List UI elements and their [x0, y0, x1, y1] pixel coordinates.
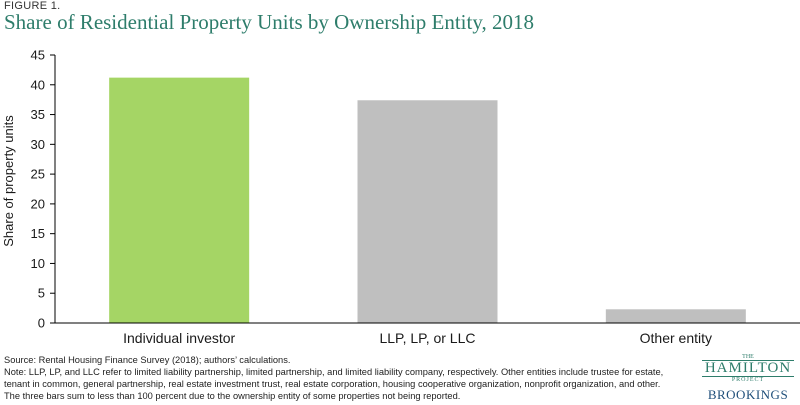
hamilton-brookings-logo: THE HAMILTON PROJECT BROOKINGS	[698, 354, 798, 403]
y-tick-label: 40	[31, 77, 45, 92]
y-tick-label: 45	[31, 48, 45, 63]
bar-other-entity	[605, 309, 746, 323]
logo-hamilton: HAMILTON	[702, 360, 794, 377]
source-note: Source: Rental Housing Finance Survey (2…	[4, 355, 291, 365]
x-category-label: LLP, LP, or LLC	[379, 330, 475, 346]
note-line-1: Note: LLP, LP, and LLC refer to limited …	[4, 367, 664, 377]
y-tick-label: 0	[38, 316, 45, 331]
chart-notes: Source: Rental Housing Finance Survey (2…	[4, 354, 694, 402]
logo-the: THE	[742, 354, 754, 360]
x-category-label: Other entity	[640, 330, 712, 346]
x-axis: Individual investor LLP, LP, or LLC Other …	[55, 322, 800, 346]
x-category-label: Individual investor	[123, 330, 235, 346]
note-line-3: The three bars sum to less than 100 perc…	[4, 391, 461, 401]
logo-project: PROJECT	[731, 377, 765, 383]
y-tick-label: 10	[31, 256, 45, 271]
bars	[109, 77, 746, 324]
bar-chart: 0 5 10 15 20 25 30 35 40 45 Individual investor LL…	[1, 48, 800, 346]
y-tick-label: 20	[31, 196, 45, 211]
y-axis-label: Share of property units	[1, 115, 16, 247]
y-tick-label: 15	[31, 226, 45, 241]
y-tick-label: 35	[31, 107, 45, 122]
chart-title: Share of Residential Property Units by O…	[4, 10, 534, 34]
y-axis: 0 5 10 15 20 25 30 35 40 45	[31, 48, 56, 331]
y-tick-label: 5	[38, 286, 45, 301]
logo-brookings: BROOKINGS	[707, 387, 789, 402]
y-tick-label: 30	[31, 137, 45, 152]
bar-individual-investor	[109, 77, 250, 324]
note-line-2: tenant in common, general partnership, r…	[4, 379, 661, 389]
y-tick-label: 25	[31, 167, 45, 182]
bar-llp-lp-or-llc	[357, 100, 498, 323]
figure-label: FIGURE 1.	[4, 0, 61, 12]
